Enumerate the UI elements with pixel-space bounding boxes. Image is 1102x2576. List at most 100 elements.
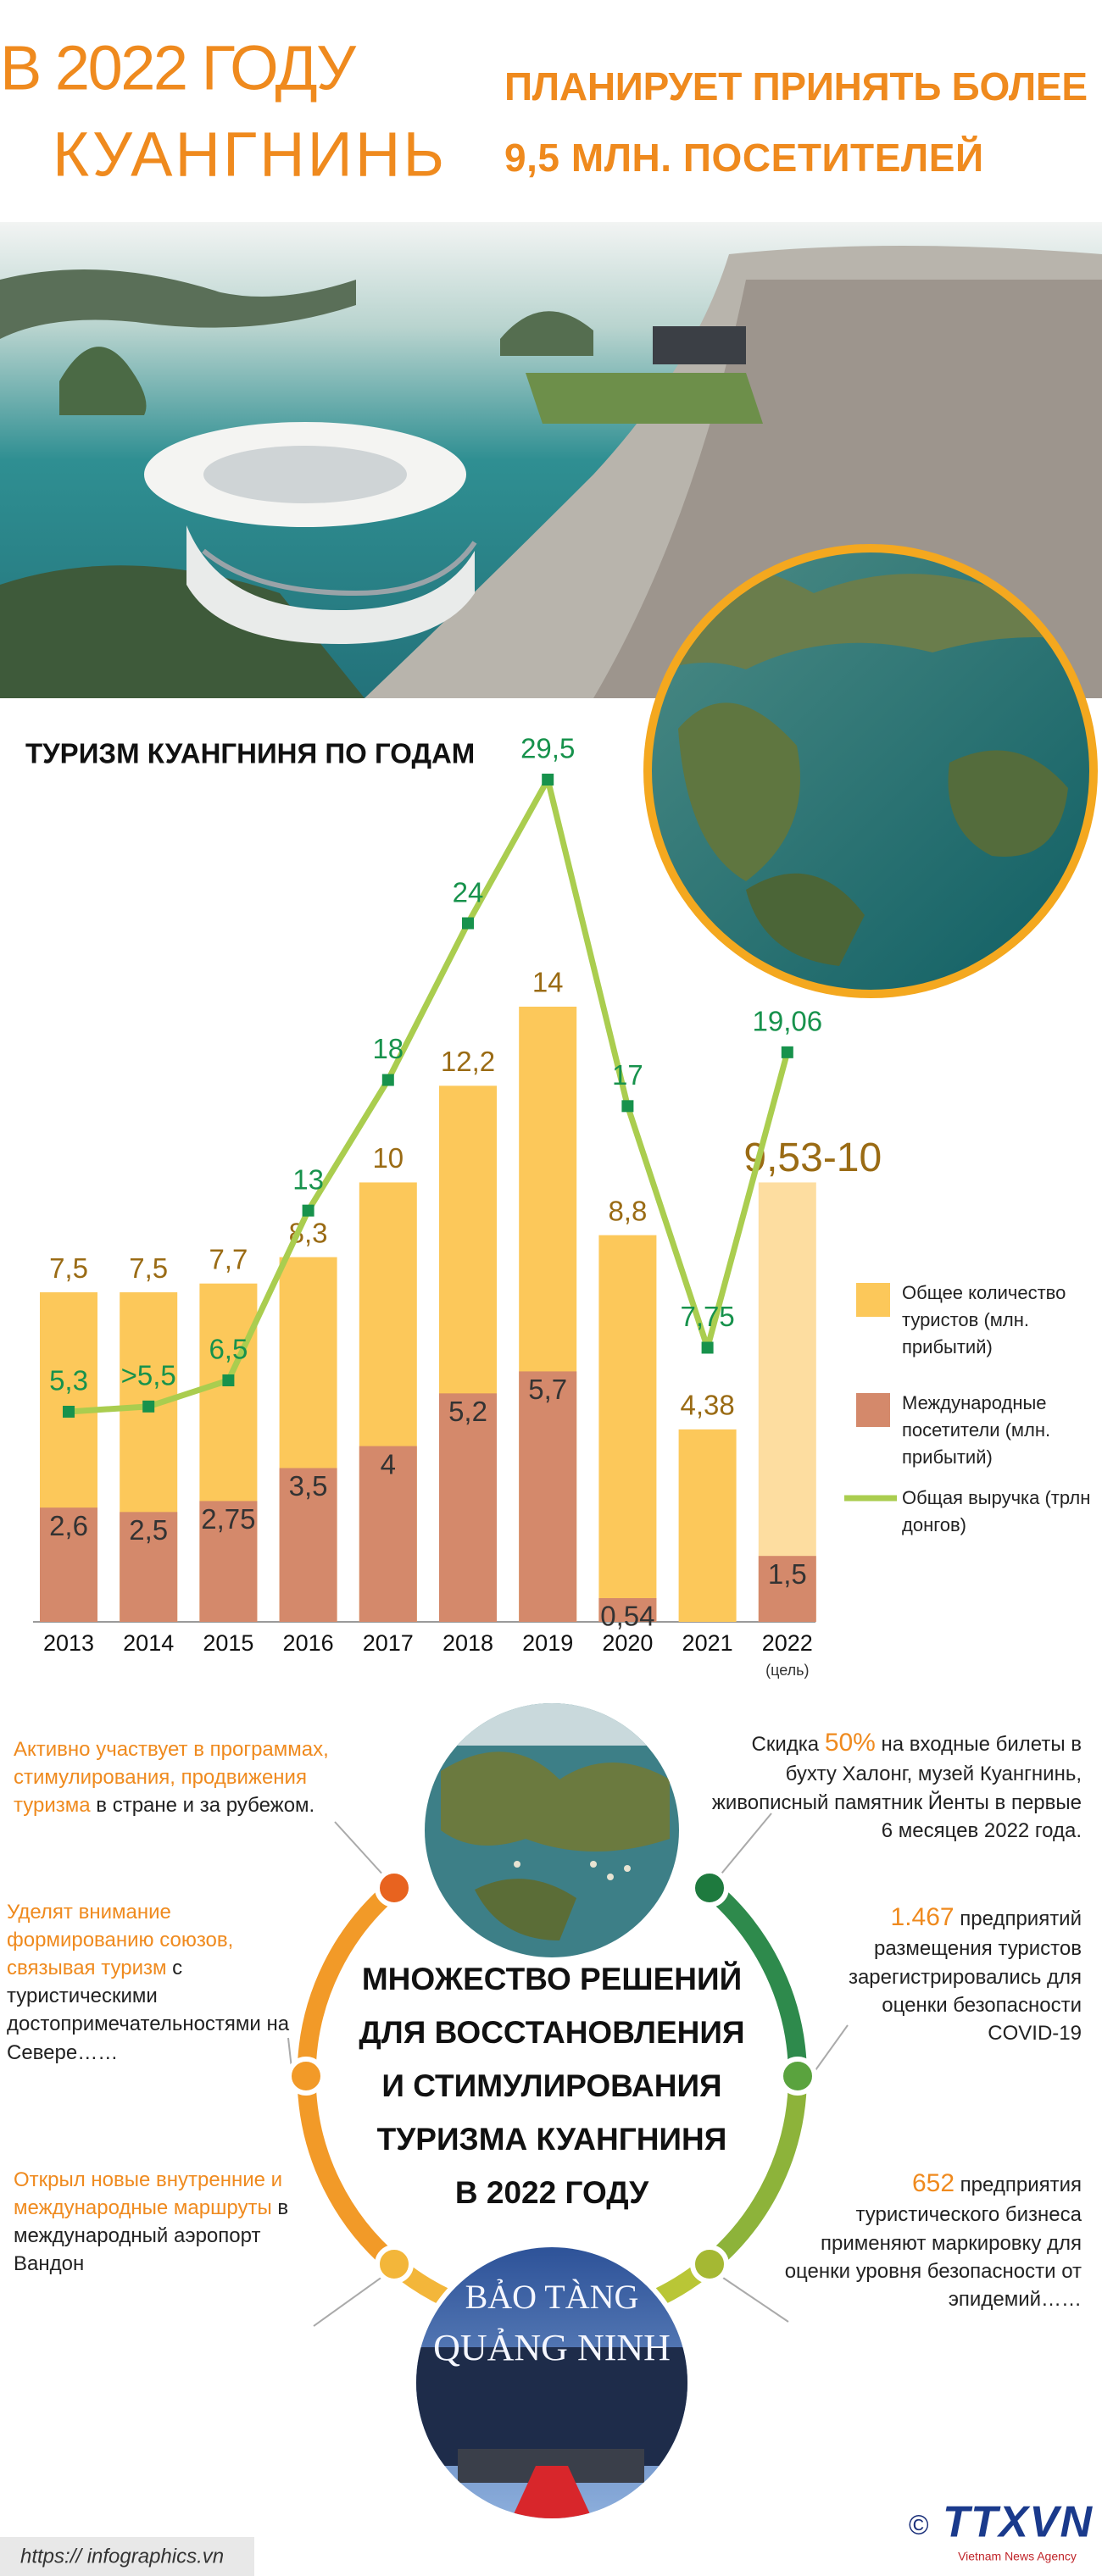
subtitle-line: ПЛАНИРУЕТ ПРИНЯТЬ БОЛЕЕ	[504, 64, 1088, 108]
subtitle-line: 9,5 МЛН. ПОСЕТИТЕЛЕЙ	[504, 136, 983, 180]
data-label: 29,5	[520, 733, 575, 764]
data-label: 7,7	[209, 1243, 248, 1274]
data-label: 4	[381, 1448, 396, 1480]
bar	[519, 1371, 577, 1622]
data-label: 2,5	[129, 1514, 168, 1546]
museum-photo: BẢO TÀNG QUẢNG NINH	[411, 2242, 693, 2523]
data-label: >5,5	[121, 1360, 176, 1391]
title-line: КУАНГНИНЬ	[53, 119, 444, 190]
solution-text: Уделят внимание формированию союзов, свя…	[7, 1898, 303, 2067]
data-label: 4,38	[680, 1390, 734, 1421]
x-tick-label: 2019	[522, 1630, 573, 1656]
data-label: 18	[372, 1033, 404, 1064]
data-label: 12,2	[441, 1046, 495, 1077]
line-marker	[302, 1204, 314, 1217]
text: в международный аэропорт Вандон	[14, 2196, 289, 2276]
solution-text: Скидка 50% на входные билеты в бухту Хал…	[709, 1725, 1082, 1845]
footer-band	[0, 2537, 254, 2576]
x-tick-label: 2017	[363, 1630, 414, 1656]
text: на входные билеты в бухту Халонг, музей …	[711, 1733, 1082, 1842]
data-label: 9,53-10	[743, 1135, 882, 1180]
x-tick-note: (цель)	[765, 1662, 809, 1679]
highlight: Уделят внимание формированию союзов, свя…	[7, 1901, 234, 1980]
x-tick-label: 2018	[442, 1630, 493, 1656]
data-label: 10	[372, 1142, 404, 1174]
bar	[359, 1446, 417, 1622]
museum-sign: QUẢNG NINH	[433, 2327, 671, 2368]
bar	[598, 1597, 657, 1622]
x-tick-label: 2016	[283, 1630, 334, 1656]
solutions-title: МНОЖЕСТВО РЕШЕНИЙ ДЛЯ ВОССТАНОВЛЕНИЯ И С…	[359, 1961, 744, 2210]
data-label: 1,5	[768, 1558, 807, 1590]
text: с туристическими достопримечательностями…	[7, 1957, 290, 2064]
data-label: 13	[292, 1163, 324, 1195]
data-label: 2,75	[201, 1503, 255, 1535]
bay-photo	[643, 544, 1098, 998]
legend-label: Общее количество туристов (млн. прибытий…	[902, 1282, 1066, 1357]
solution-text: 652 предприятия туристического бизнеса п…	[776, 2166, 1082, 2313]
copyright: ©	[909, 2509, 929, 2540]
solutions-title-line: И СТИМУЛИРОВАНИЯ	[381, 2068, 721, 2103]
highlight: 652	[911, 2169, 955, 2197]
solutions-title-line: МНОЖЕСТВО РЕШЕНИЙ	[362, 1961, 742, 1996]
line-marker	[142, 1400, 155, 1413]
bar	[279, 1468, 337, 1622]
legend-label: Международные посетители (млн. прибытий)	[902, 1392, 1051, 1468]
line-marker	[63, 1406, 75, 1418]
legend-swatch	[856, 1393, 890, 1427]
solution-text: Активно участвует в программах, стимулир…	[14, 1735, 361, 1819]
highlight: Активно участвует в программах, стимулир…	[14, 1738, 329, 1818]
data-label: 19,06	[753, 1006, 823, 1037]
highlight: 1.467	[890, 1903, 955, 1931]
bar	[199, 1501, 258, 1622]
x-tick-label: 2013	[43, 1630, 94, 1656]
data-label: 5,2	[448, 1396, 487, 1427]
bar	[758, 1182, 816, 1622]
line-marker	[222, 1374, 235, 1387]
solution-text: 1.467 предприятий размещения туристов за…	[844, 1900, 1082, 2047]
data-label: 8,8	[608, 1195, 647, 1226]
text: предприятия туристического бизнеса приме…	[784, 2174, 1082, 2311]
chart-title: ТУРИЗМ КУАНГНИНЯ ПО ГОДАМ	[25, 738, 475, 769]
data-label: 0,54	[600, 1601, 654, 1632]
x-tick-label: 2015	[203, 1630, 253, 1656]
islands-photo	[420, 1698, 684, 1963]
bar	[40, 1507, 97, 1622]
data-label: 5,7	[528, 1374, 567, 1405]
x-tick-label: 2021	[682, 1630, 733, 1656]
line-marker	[381, 1074, 394, 1086]
line-marker	[462, 917, 474, 930]
bar	[120, 1512, 178, 1622]
x-tick-label: 2022	[762, 1630, 813, 1656]
chart: 2013 2014 2015 2016 2017 2018 2019 2020 2021 2022…	[40, 733, 882, 1679]
footer-url: https:// infographics.vn	[20, 2545, 224, 2568]
agency-en: Vietnam News Agency	[958, 2550, 1077, 2563]
data-label: 14	[532, 967, 564, 998]
data-label: 7,5	[49, 1252, 88, 1284]
agency-logo: TTXVN	[943, 2498, 1093, 2547]
text: предприятий размещения туристов зарегист…	[848, 1907, 1082, 2045]
bar	[678, 1429, 737, 1622]
text: Скидка	[751, 1733, 825, 1756]
data-label: 6,5	[209, 1334, 248, 1365]
data-label: 3,5	[289, 1470, 328, 1502]
solution-text: Открыл новые внутренние и международные …	[14, 2166, 302, 2278]
legend-swatch	[856, 1283, 890, 1317]
line-marker	[701, 1341, 714, 1354]
data-label: 5,3	[49, 1365, 88, 1396]
line-marker	[781, 1046, 793, 1058]
data-label: 24	[453, 876, 484, 908]
data-label: 7,75	[680, 1301, 734, 1332]
solutions-title-line: В 2022 ГОДУ	[455, 2175, 649, 2210]
data-label: 17	[612, 1059, 643, 1091]
bar	[758, 1556, 816, 1622]
text: в стране и за рубежом.	[90, 1794, 315, 1818]
solutions-ring	[287, 1813, 849, 2331]
x-tick-label: 2014	[123, 1630, 174, 1656]
bar	[598, 1235, 657, 1622]
revenue-line	[68, 776, 791, 1415]
bar	[439, 1393, 497, 1622]
legend-label: Общая выручка (трлн донгов)	[902, 1487, 1091, 1535]
solutions-title-line: ДЛЯ ВОССТАНОВЛЕНИЯ	[359, 2015, 744, 2050]
